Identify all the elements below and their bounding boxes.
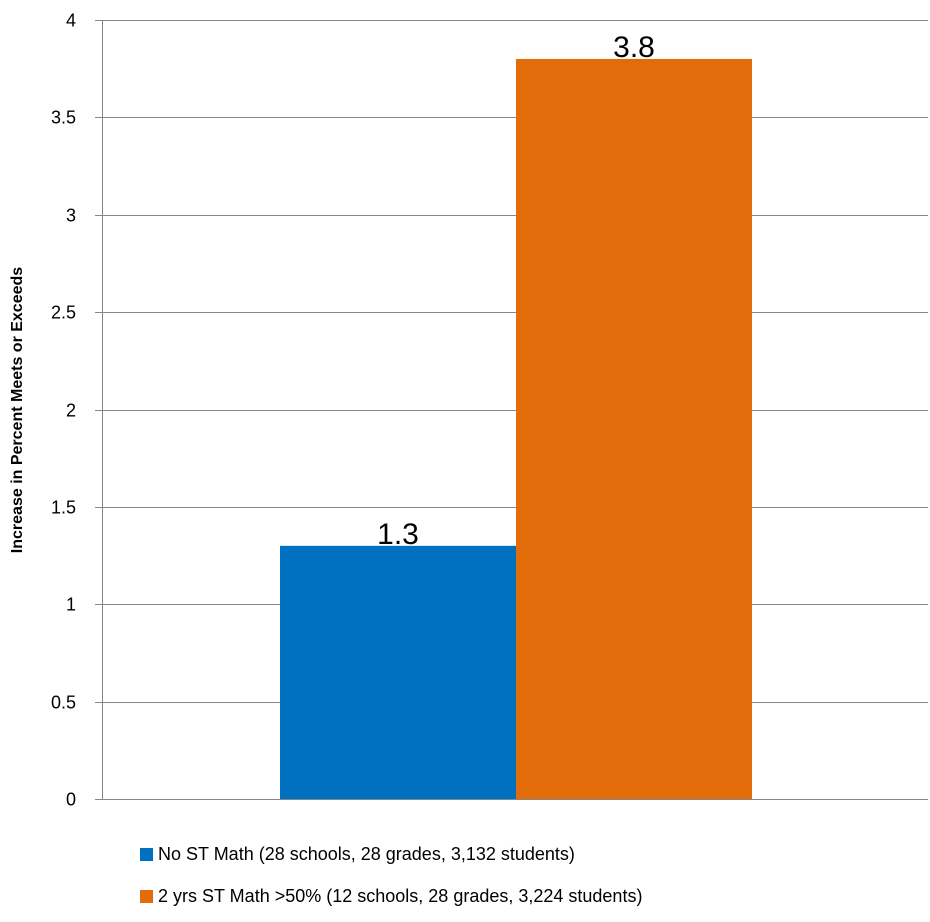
legend-swatch <box>140 889 153 903</box>
y-tick-labels: 0 0.5 1 1.5 2 2.5 3 3.5 4 <box>51 11 76 810</box>
legend-label: 2 yrs ST Math >50% (12 schools, 28 grade… <box>158 885 643 906</box>
legend: No ST Math (28 schools, 28 grades, 3,132… <box>140 838 920 922</box>
y-tick-label: 1 <box>66 595 76 615</box>
legend-item: No ST Math (28 schools, 28 grades, 3,132… <box>140 838 920 870</box>
y-tick-label: 3 <box>66 206 76 226</box>
y-tick-label: 3.5 <box>51 108 76 128</box>
bars <box>280 58 752 799</box>
legend-item: 2 yrs ST Math >50% (12 schools, 28 grade… <box>140 880 920 912</box>
data-label: 3.8 <box>613 31 655 64</box>
y-tick-label: 2.5 <box>51 303 76 323</box>
y-tick-label: 4 <box>66 11 76 31</box>
y-tick-label: 2 <box>66 401 76 421</box>
axes <box>95 20 928 800</box>
data-label: 1.3 <box>377 518 419 551</box>
y-tick-label: 0 <box>66 790 76 810</box>
data-labels: 1.3 3.8 <box>377 31 655 551</box>
bar <box>280 545 516 799</box>
legend-label: No ST Math (28 schools, 28 grades, 3,132… <box>158 843 575 864</box>
legend-swatch <box>140 847 153 861</box>
bar <box>516 58 752 799</box>
y-axis-title: Increase in Percent Meets or Exceeds <box>9 267 26 553</box>
y-tick-label: 1.5 <box>51 498 76 518</box>
y-tick-label: 0.5 <box>51 693 76 713</box>
gridlines <box>102 20 928 703</box>
